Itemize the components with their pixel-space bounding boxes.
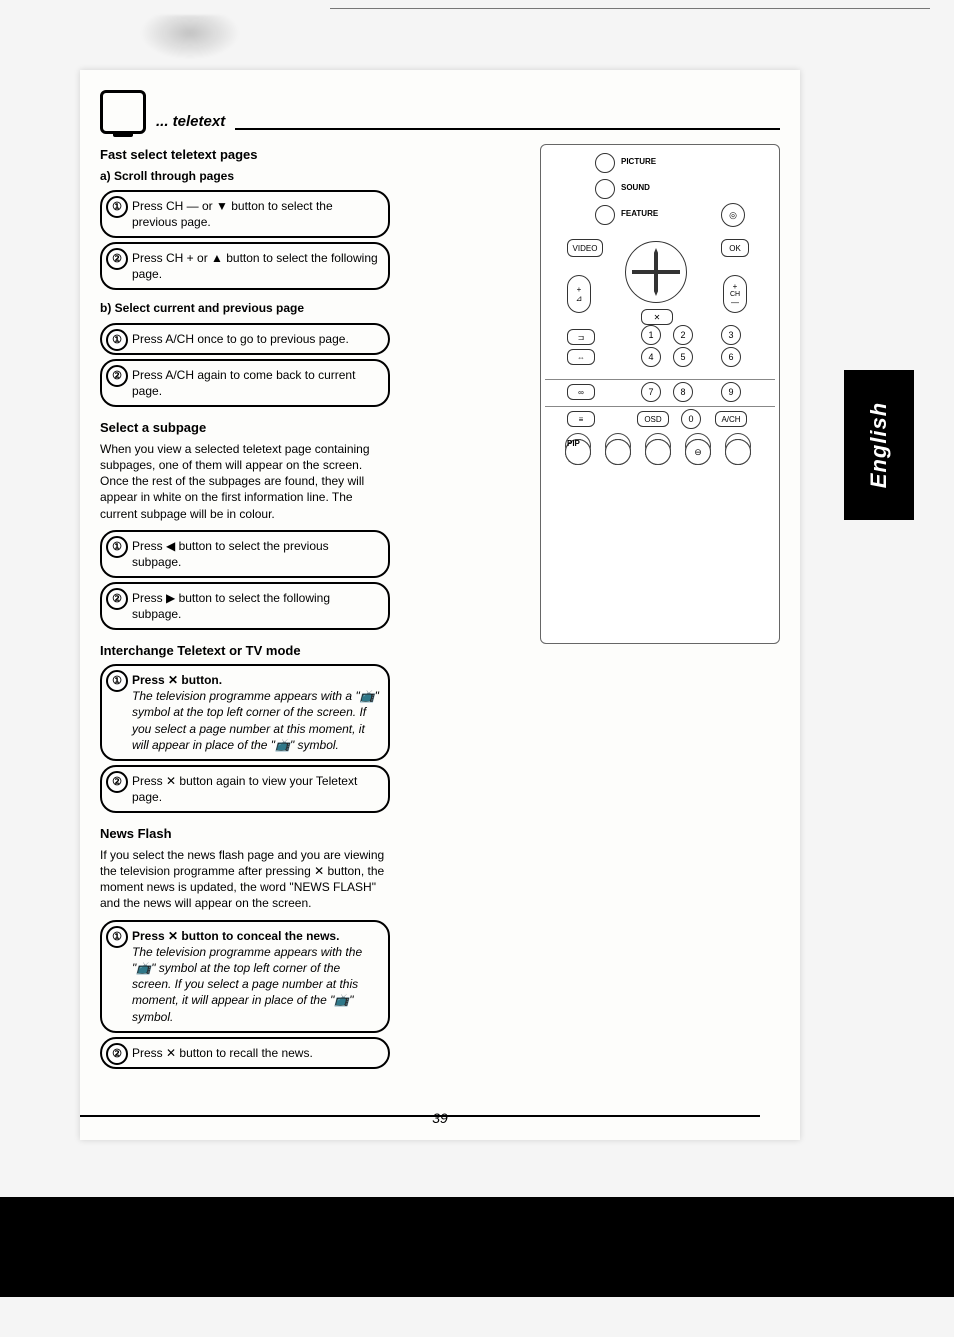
section-header: ... teletext bbox=[100, 90, 780, 134]
remote-top-region: PICTURE SOUND FEATURE ◎ VIDEO OK + ⊿ bbox=[545, 149, 775, 380]
paragraph-subpage: When you view a selected teletext page c… bbox=[100, 441, 390, 522]
num-0-button[interactable]: 0 bbox=[681, 409, 701, 429]
num-4-button[interactable]: 4 bbox=[641, 347, 661, 367]
heading-subpage: Select a subpage bbox=[100, 419, 390, 437]
heading-interchange: Interchange Teletext or TV mode bbox=[100, 642, 390, 660]
step-box: ① Press ◀ button to select the previous … bbox=[100, 530, 390, 578]
heading-fast-select: Fast select teletext pages bbox=[100, 146, 390, 164]
step-box: ① Press ✕ button to conceal the news. Th… bbox=[100, 920, 390, 1033]
num-7-button[interactable]: 7 bbox=[641, 382, 661, 402]
feature-label: FEATURE bbox=[621, 209, 658, 218]
step-text: Press ✕ button. bbox=[132, 673, 222, 687]
menu-ring-button[interactable]: ◎ bbox=[721, 203, 745, 227]
step-text: Press A/CH once to go to previous page. bbox=[132, 332, 349, 346]
step-number: ② bbox=[106, 588, 128, 610]
channel-rocker[interactable]: + CH — bbox=[723, 275, 747, 313]
page-footer-black bbox=[0, 1197, 954, 1297]
num-1-button[interactable]: 1 bbox=[641, 325, 661, 345]
num-9-button[interactable]: 9 bbox=[721, 382, 741, 402]
language-tab: English bbox=[844, 370, 914, 520]
num-6-button[interactable]: 6 bbox=[721, 347, 741, 367]
step-number: ② bbox=[106, 248, 128, 270]
picture-label: PICTURE bbox=[621, 157, 656, 166]
loop-button[interactable]: ∞ bbox=[567, 384, 595, 400]
feature-btn-r5c5[interactable] bbox=[725, 439, 751, 465]
mute-button[interactable]: ✕ bbox=[641, 309, 673, 325]
paragraph-news: If you select the news flash page and yo… bbox=[100, 847, 390, 912]
remote-mid-region: ∞ 7 8 9 bbox=[545, 380, 775, 407]
step-text: Press A/CH again to come back to current… bbox=[132, 368, 355, 398]
num-3-button[interactable]: 3 bbox=[721, 325, 741, 345]
step-box: ② Press A/CH again to come back to curre… bbox=[100, 359, 390, 407]
step-text: Press ✕ button to recall the news. bbox=[132, 1046, 313, 1060]
step-box: ② Press ✕ button to recall the news. bbox=[100, 1037, 390, 1069]
step-number: ① bbox=[106, 536, 128, 558]
footer-rule bbox=[80, 1115, 760, 1117]
step-note: The television programme appears with a … bbox=[132, 689, 379, 752]
index-button[interactable]: ≡ bbox=[567, 411, 595, 427]
step-box: ② Press ▶ button to select the following… bbox=[100, 582, 390, 630]
step-box: ① Press ✕ button. The television program… bbox=[100, 664, 390, 761]
remote-panel: PICTURE SOUND FEATURE ◎ VIDEO OK + ⊿ bbox=[540, 144, 780, 644]
volume-rocker[interactable]: + ⊿ bbox=[567, 275, 591, 313]
pip-btn-3[interactable]: ⊖ bbox=[685, 439, 711, 465]
remote-bottom-region: TXT ⊕ ⊗ ⊕ ◉ ? ☰ ◎ ◍ ◉ ⊂ bbox=[545, 433, 775, 639]
num-8-button[interactable]: 8 bbox=[673, 382, 693, 402]
pip-btn-2[interactable] bbox=[645, 439, 671, 465]
step-number: ① bbox=[106, 196, 128, 218]
heading-news: News Flash bbox=[100, 825, 390, 843]
step-text: Press CH + or ▲ button to select the fol… bbox=[132, 251, 378, 281]
step-box: ② Press CH + or ▲ button to select the f… bbox=[100, 242, 390, 290]
step-text: Press ◀ button to select the previous su… bbox=[132, 539, 329, 569]
video-button[interactable]: VIDEO bbox=[567, 239, 603, 257]
num-2-button[interactable]: 2 bbox=[673, 325, 693, 345]
step-number: ① bbox=[106, 329, 128, 351]
step-box: ① Press CH — or ▼ button to select the p… bbox=[100, 190, 390, 238]
scan-artifact-line bbox=[330, 8, 930, 9]
left-column: Fast select teletext pages a) Scroll thr… bbox=[100, 134, 390, 1073]
sound-label: SOUND bbox=[621, 183, 650, 192]
subhead-a: a) Scroll through pages bbox=[100, 168, 390, 184]
picture-button[interactable] bbox=[595, 153, 615, 173]
tv-icon bbox=[100, 90, 146, 134]
ach-button[interactable]: A/CH bbox=[715, 411, 747, 427]
divider-line bbox=[235, 128, 780, 130]
size-button[interactable]: ⇔ bbox=[567, 349, 595, 365]
dpad[interactable] bbox=[625, 241, 687, 303]
pip-label: PIP bbox=[567, 439, 580, 448]
language-tab-label: English bbox=[866, 402, 892, 488]
step-number: ② bbox=[106, 771, 128, 793]
step-text: Press ✕ button to conceal the news. bbox=[132, 929, 339, 943]
page-number: 39 bbox=[432, 1110, 448, 1126]
step-text: Press ✕ button again to view your Telete… bbox=[132, 774, 357, 804]
pip-btn-1[interactable] bbox=[605, 439, 631, 465]
num-5-button[interactable]: 5 bbox=[673, 347, 693, 367]
step-text: Press ▶ button to select the following s… bbox=[132, 591, 330, 621]
osd-button[interactable]: OSD bbox=[637, 411, 669, 427]
ok-button[interactable]: OK bbox=[721, 239, 749, 257]
feature-button[interactable] bbox=[595, 205, 615, 225]
manual-page: ... teletext Fast select teletext pages … bbox=[80, 70, 800, 1140]
scan-smudge bbox=[140, 15, 240, 60]
step-text: Press CH — or ▼ button to select the pre… bbox=[132, 199, 333, 229]
remote-mid2-region: ≡ OSD 0 A/CH bbox=[545, 407, 775, 433]
step-number: ② bbox=[106, 1043, 128, 1065]
step-note: The television programme appears with th… bbox=[132, 945, 362, 1024]
sound-button[interactable] bbox=[595, 179, 615, 199]
step-box: ② Press ✕ button again to view your Tele… bbox=[100, 765, 390, 813]
section-title: ... teletext bbox=[156, 113, 225, 130]
step-number: ① bbox=[106, 670, 128, 692]
remote-illustration-column: PICTURE SOUND FEATURE ◎ VIDEO OK + ⊿ bbox=[540, 144, 780, 644]
tv-mode-button[interactable]: ⊐ bbox=[567, 329, 595, 345]
step-number: ① bbox=[106, 926, 128, 948]
step-number: ② bbox=[106, 365, 128, 387]
subhead-b: b) Select current and previous page bbox=[100, 300, 390, 316]
step-box: ① Press A/CH once to go to previous page… bbox=[100, 323, 390, 355]
